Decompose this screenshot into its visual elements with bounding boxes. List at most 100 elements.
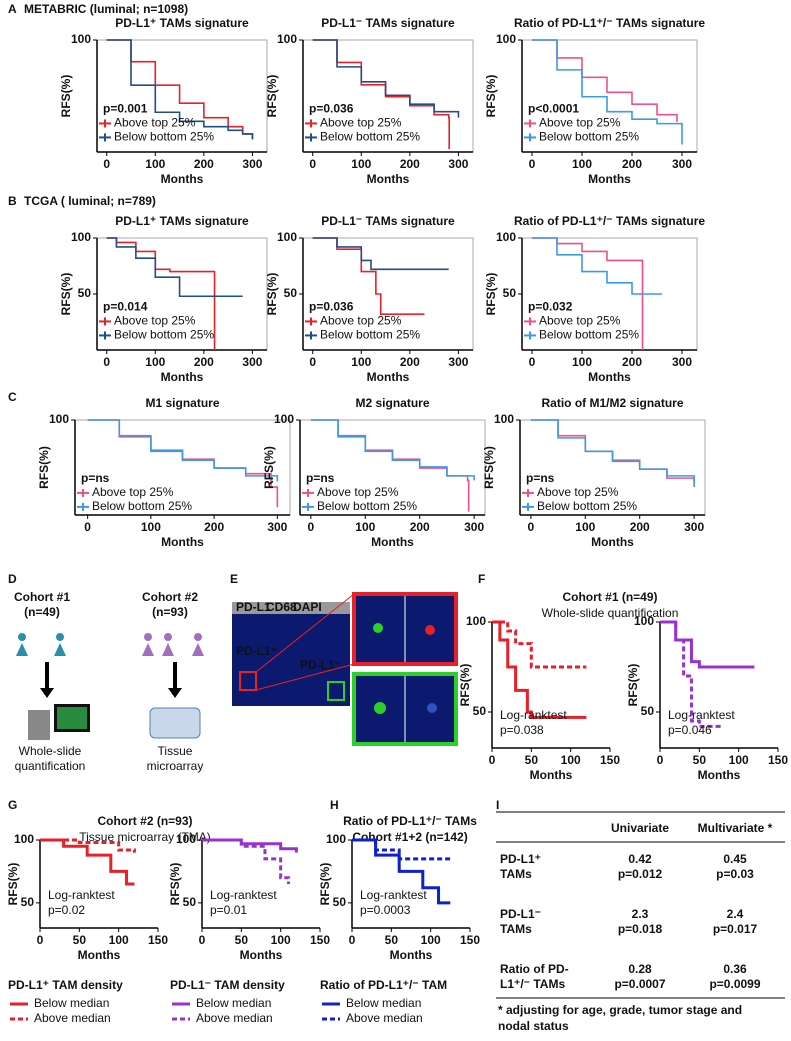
y-tick-label: 100	[494, 412, 514, 426]
diagram-text: (n=49)	[24, 605, 60, 619]
x-tick-label: 200	[630, 520, 650, 534]
p-value: p=ns	[526, 471, 555, 485]
legend-label: Below bottom 25%	[539, 130, 639, 144]
x-tick-label: 100	[561, 753, 581, 767]
legend-label: Below median	[34, 996, 109, 1010]
p-value: p<0.0001	[528, 102, 579, 116]
panel-label: H	[330, 798, 339, 812]
legend-label: Below bottom 25%	[537, 499, 637, 513]
row-label: PD-L1⁻	[500, 907, 541, 921]
legend-label: Below bottom 25%	[539, 328, 639, 342]
legend-label: Above top 25%	[537, 485, 619, 499]
y-axis-label: RFS(%)	[6, 863, 20, 906]
annotation: Log-ranktest	[360, 888, 427, 902]
x-tick-label: 50	[693, 753, 707, 767]
survival-curve	[530, 419, 695, 488]
x-tick-label: 0	[199, 933, 206, 947]
table-cell: 0.36	[723, 962, 747, 976]
annotation: p=0.01	[210, 903, 247, 917]
y-axis-label: RFS(%)	[265, 273, 279, 316]
y-tick-label: 100	[277, 32, 297, 46]
legend-label: Below bottom 25%	[317, 499, 417, 513]
panel-label: G	[8, 798, 17, 812]
chart-title: Ratio of PD-L1⁺/⁻ TAMs signature	[514, 16, 705, 30]
x-axis-label: Months	[240, 948, 283, 962]
survival-curve	[310, 419, 475, 481]
survival-curve	[312, 39, 460, 118]
x-axis-label: Months	[588, 172, 631, 186]
x-axis-label: Months	[161, 535, 204, 549]
table-cell: p=0.0099	[709, 977, 760, 991]
diagram-text: Cohort #2	[142, 590, 198, 604]
panel-label: I	[496, 798, 499, 812]
cohort-icons	[16, 633, 204, 740]
panel-header: Cohort #1+2 (n=142)	[352, 830, 467, 844]
annotation: Log-ranktest	[48, 888, 115, 902]
survival-curve	[492, 620, 587, 669]
y-axis-label: RFS(%)	[484, 75, 498, 118]
annotation: p=0.02	[48, 903, 85, 917]
x-axis-label: Months	[698, 768, 741, 782]
legend-label: Below bottom 25%	[92, 499, 192, 513]
table-rules	[496, 811, 785, 999]
x-tick-label: 50	[73, 933, 87, 947]
x-tick-label: 100	[145, 157, 165, 171]
p-value: p=ns	[306, 471, 335, 485]
x-tick-label: 100	[729, 753, 749, 767]
chart-title: PD-L1⁺ TAMs signature	[115, 214, 249, 228]
y-tick-label: 100	[496, 230, 516, 244]
x-tick-label: 100	[572, 355, 592, 369]
diagram-text: quantification	[15, 759, 86, 773]
y-axis-label: RFS(%)	[626, 664, 640, 707]
table-cell: p=0.012	[618, 867, 663, 881]
x-axis-label: Months	[390, 948, 433, 962]
x-tick-label: 100	[271, 933, 291, 947]
y-tick-label: 100	[496, 32, 516, 46]
legend-label: Below bottom 25%	[320, 328, 420, 342]
y-axis-label: RFS(%)	[458, 664, 472, 707]
x-axis-label: Months	[367, 370, 410, 384]
legend-label: Above top 25%	[92, 485, 174, 499]
x-tick-label: 200	[204, 520, 224, 534]
diagram-text: microarray	[147, 759, 204, 773]
survival-curve	[40, 838, 136, 853]
annotation: p=0.038	[500, 723, 544, 737]
micrograph	[232, 592, 458, 746]
y-axis-label: RFS(%)	[484, 273, 498, 316]
legend-label: Above median	[346, 1011, 423, 1025]
y-tick-label: 100	[274, 412, 294, 426]
panel-header: Cohort #1 (n=49)	[562, 590, 657, 604]
x-axis-label: Months	[161, 172, 204, 186]
legend-title: PD-L1⁺ TAM density	[8, 978, 123, 992]
x-tick-label: 200	[194, 355, 214, 369]
y-tick-label: 50	[183, 895, 197, 909]
diagram-text: Cohort #1	[14, 590, 70, 604]
table-cell: p=0.018	[618, 922, 663, 936]
y-tick-label: 100	[71, 230, 91, 244]
y-tick-label: 100	[176, 832, 196, 846]
survival-curve	[202, 838, 291, 884]
x-axis-label: Months	[161, 370, 204, 384]
row-label: Ratio of PD-	[500, 962, 569, 976]
panel-header: METABRIC (luminal; n=1098)	[24, 2, 188, 16]
row-label: PD-L1⁺	[500, 852, 541, 866]
y-tick-label: 100	[71, 32, 91, 46]
x-tick-label: 0	[103, 157, 110, 171]
p-value: p=0.032	[528, 300, 573, 314]
p-value: p=0.036	[309, 102, 354, 116]
x-axis-label: Months	[530, 768, 573, 782]
legend-title: Ratio of PD-L1⁺/⁻ TAM	[320, 978, 447, 992]
chart-title: M1 signature	[145, 396, 219, 410]
x-tick-label: 300	[672, 355, 692, 369]
survival-curve	[40, 838, 135, 886]
y-tick-label: 50	[21, 895, 35, 909]
x-tick-label: 100	[575, 520, 595, 534]
x-tick-label: 150	[600, 753, 620, 767]
x-tick-label: 100	[145, 355, 165, 369]
x-tick-label: 0	[657, 753, 664, 767]
x-tick-label: 300	[267, 520, 287, 534]
legend-label: Above median	[196, 1011, 273, 1025]
x-tick-label: 0	[308, 520, 315, 534]
survival-curve	[106, 237, 243, 298]
